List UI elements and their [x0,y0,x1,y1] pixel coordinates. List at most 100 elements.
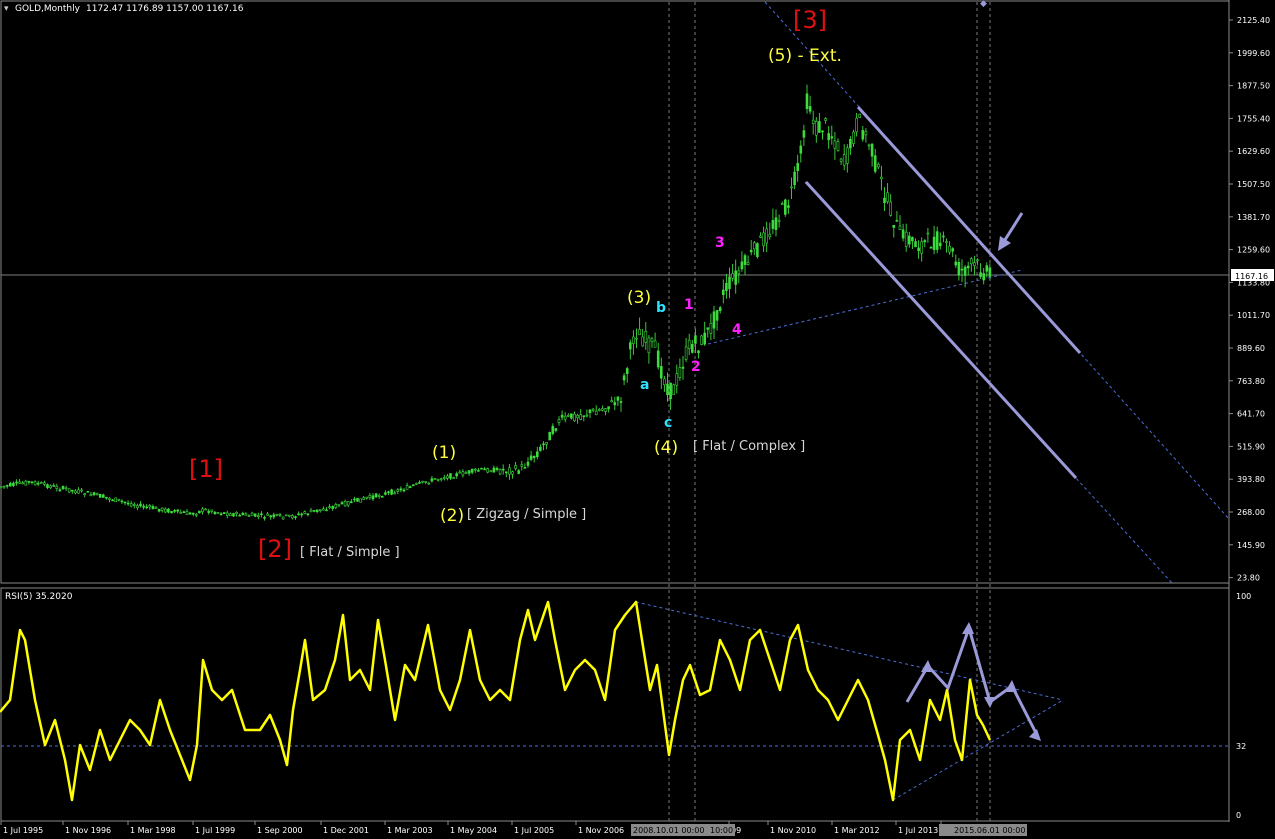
candle-body [322,508,325,511]
candle-body [520,464,524,467]
chart-header-icon: ▾ [4,4,9,14]
candle-body [232,513,235,517]
candle-body [898,225,902,230]
candle-body [80,489,83,492]
candle-body [188,512,192,515]
candle-body [216,512,220,514]
candle-body [545,442,548,445]
candle-body [281,516,285,520]
candle-body [49,485,52,489]
candle-body [827,133,831,141]
candle-body [988,267,992,277]
candle-body [833,140,837,149]
candle-body [802,130,806,138]
candle-body [120,500,124,503]
price-candles [0,84,992,521]
time-tick-label: 1 Dec 2001 [323,826,369,835]
candle-body [306,513,310,516]
rsi-arrowheads [921,622,1041,741]
candle-body [9,482,12,487]
candle-body [610,400,614,403]
candle-body [718,307,722,311]
time-tick-label: 1 Sep 2000 [257,826,303,835]
candle-body [554,428,558,431]
candle-body [442,477,446,479]
candle-body [911,236,914,242]
candle-body [114,497,117,503]
candle-body [337,504,341,507]
candle-body [644,330,648,343]
candle-body [247,515,251,517]
candle-body [198,510,201,514]
period-separator-marker: ◆ [980,0,987,9]
candle-body [67,488,71,493]
time-tick-label: 1 Mar 2012 [834,826,880,835]
candle-body [77,489,80,494]
time-cursor-label-left-2: 10:00 [710,826,733,835]
price-tick-label: 23.80 [1237,574,1260,583]
upper-channel-extension [764,1,1230,520]
candle-body [263,517,266,519]
wave-label-2: [2] [258,535,292,563]
candle-body [207,510,210,513]
candle-body [21,482,25,485]
candle-body [790,186,793,189]
candle-body [613,402,617,406]
candle-body [787,205,790,208]
candle-body [709,322,713,334]
candle-body [886,192,889,202]
candle-body [5,485,9,487]
price-tick-label: 1381.70 [1237,213,1270,222]
channel-lower-line [804,180,1078,480]
corrective-label-a: a [640,377,649,393]
current-price-label: 1167.16 [1235,272,1268,281]
candle-body [588,409,592,414]
candle-body [768,233,772,237]
candle-body [811,119,815,124]
candle-body [756,243,759,258]
candle-body [139,503,142,507]
chart-ohlc-values: 1172.47 1176.89 1157.00 1167.16 [86,4,244,14]
candle-body [743,255,747,265]
candle-body [638,329,641,336]
candle-body [976,259,979,262]
candle-body [461,471,465,476]
candle-body [842,154,846,166]
candle-body [368,494,372,499]
candle-body [483,468,486,471]
time-tick-label: 1 May 2004 [450,826,497,835]
candle-body [923,240,927,243]
time-cursor-label-left: 2008.10.01 00:00 [633,826,704,835]
candle-body [979,272,982,277]
candle-body [331,506,335,509]
candle-body [467,470,471,474]
candle-body [446,475,449,479]
candle-body [83,493,86,496]
candle-body [579,414,583,420]
candle-body [365,496,369,499]
candle-body [58,489,62,492]
candle-body [39,482,43,484]
candle-body [160,507,164,511]
candle-body [325,509,328,512]
candle-body [284,514,288,517]
candle-body [821,130,824,133]
price-tick-label: 145.90 [1237,541,1265,550]
price-tick-label: 1011.70 [1237,311,1270,320]
candle-body [771,220,775,229]
candle-body [628,342,632,350]
candle-body [133,504,136,506]
candle-body [873,155,877,172]
candle-body [226,512,229,516]
candle-body [210,509,214,512]
candle-body [418,481,421,484]
candle-body [390,489,393,495]
candle-body [498,469,502,475]
subwave-2-description: [ Zigzag / Simple ] [467,507,586,522]
candle-body [408,486,412,488]
candle-body [700,335,703,345]
candle-body [12,482,15,486]
candle-body [439,478,443,481]
candle-body [309,509,313,513]
